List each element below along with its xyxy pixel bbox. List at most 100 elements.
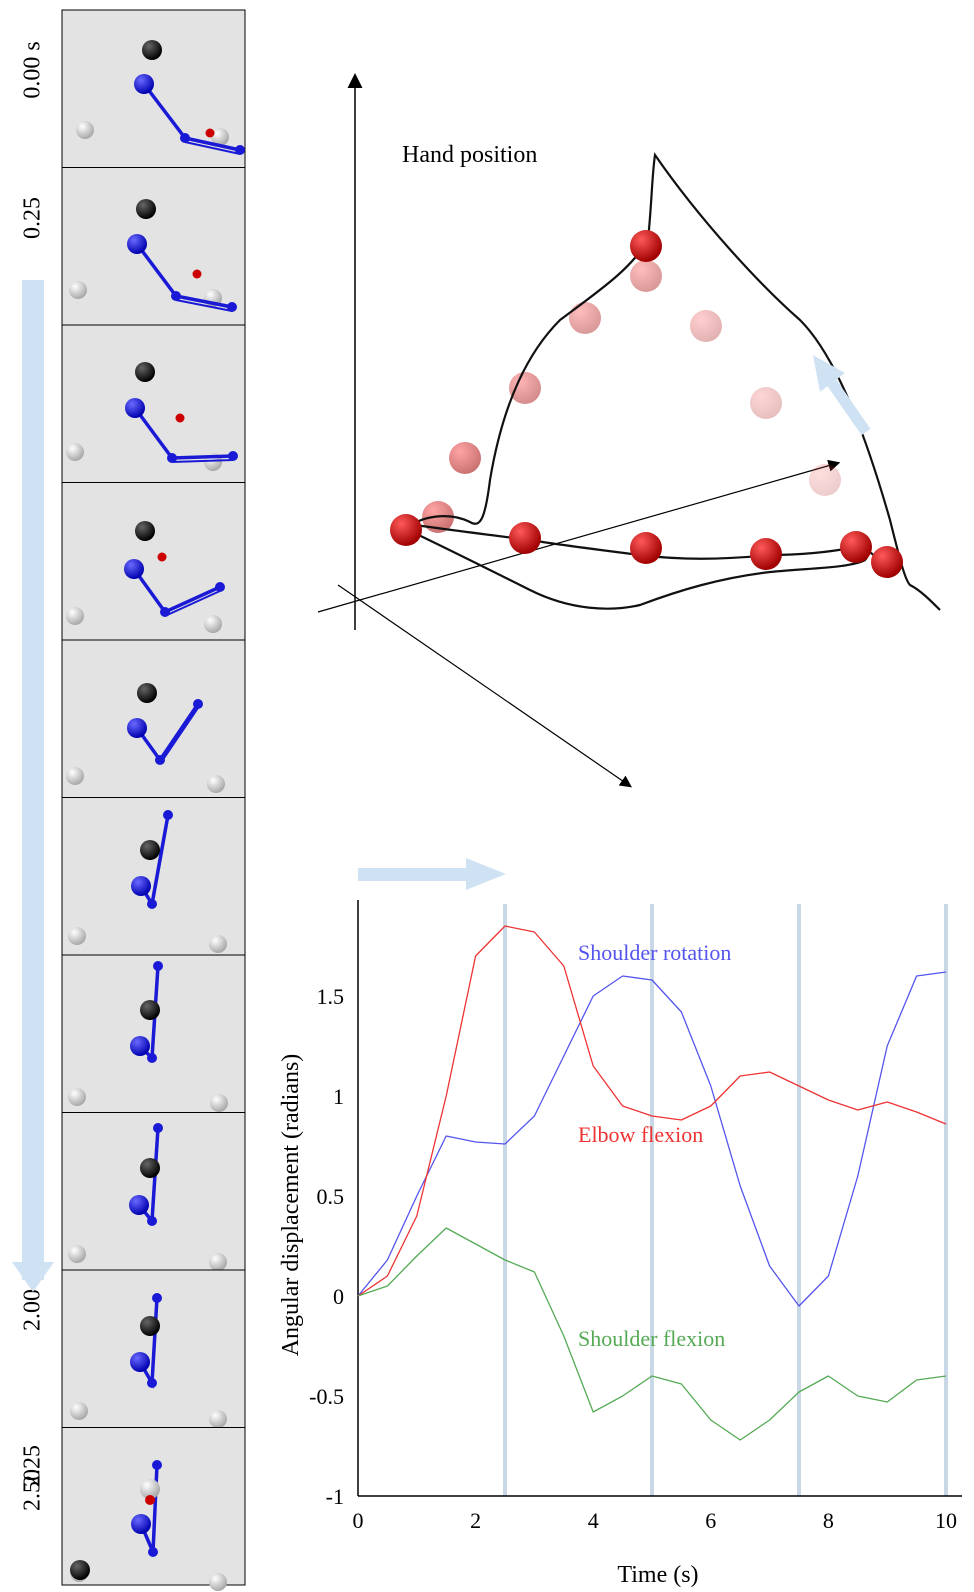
hand-point-faded [750, 387, 782, 419]
forearm-segment [151, 1131, 159, 1226]
shoulder-joint [125, 398, 145, 418]
elbow-joint [147, 1378, 157, 1388]
frame-time-label: 2.00 [20, 1289, 46, 1331]
target-dot [205, 128, 215, 138]
hand-point-faded [630, 260, 662, 292]
chart-time-arrow [358, 858, 506, 890]
series-label: Elbow flexion [578, 1122, 703, 1147]
series-labels: Shoulder rotation Elbow flexion Shoulder f… [578, 940, 731, 1351]
elbow-joint [147, 899, 157, 909]
series-label: Shoulder rotation [578, 940, 731, 965]
marker-ball [68, 1088, 86, 1106]
y-tick-label: -1 [326, 1484, 344, 1509]
head-ball [140, 840, 160, 860]
joint-angle-chart: -1 -0.5 0 0.5 1 1.5 0 2 4 6 8 10 Shoulder rotation… [278, 858, 962, 1588]
elbow-joint [160, 607, 170, 617]
head-ball [135, 521, 155, 541]
shoulder-joint [130, 1352, 150, 1372]
y-tick-label: 0 [333, 1284, 344, 1309]
y-tick-labels: -1 -0.5 0 0.5 1 1.5 [309, 984, 344, 1509]
hand-position-label: Hand position [402, 142, 537, 168]
frame-time-label: 2.25 [20, 1445, 46, 1487]
x-tick-label: 6 [705, 1508, 716, 1533]
frame-panel [61, 324, 246, 483]
hand-joint [153, 961, 163, 971]
hand-joint [228, 451, 238, 461]
x-axis-label: Time (s) [617, 1562, 698, 1588]
target-dot [175, 413, 185, 423]
hand-direction-arrow [813, 355, 871, 436]
head-ball [142, 40, 162, 60]
period-markers [503, 904, 948, 1496]
elbow-joint [180, 133, 190, 143]
x-tick-label: 2 [470, 1508, 481, 1533]
marker-ball [68, 927, 86, 945]
marker-ball [76, 121, 94, 139]
marker-ball [68, 1245, 86, 1263]
marker-ball [204, 615, 222, 633]
forearm-segment [151, 818, 169, 909]
hand-point-faded [690, 310, 722, 342]
hand-joint [152, 1460, 162, 1470]
x-tick-label: 0 [353, 1508, 364, 1533]
forearm-segment [184, 141, 241, 155]
frame-panel [61, 1112, 246, 1271]
hand-joint [227, 302, 237, 312]
hand-point [630, 532, 662, 564]
marker-ball [210, 1094, 228, 1112]
frame-panel [61, 9, 246, 168]
hand-joint [193, 699, 203, 709]
hand-point-faded [809, 464, 841, 496]
marker-ball [209, 1573, 227, 1591]
forearm-segment [171, 459, 234, 463]
elbow-joint [147, 1216, 157, 1226]
elbow-joint [147, 1053, 157, 1063]
shoulder-joint [130, 1036, 150, 1056]
series-line [357, 925, 947, 1297]
series-label: Shoulder flexion [578, 1326, 725, 1351]
hand-joint [215, 582, 225, 592]
target-dot [145, 1495, 155, 1505]
marker-ball [69, 281, 87, 299]
shoulder-joint [124, 559, 144, 579]
frame-time-label: 2.50 [20, 1469, 46, 1511]
frame-panel [61, 1269, 246, 1428]
head-ball [135, 362, 155, 382]
head-ball [140, 1316, 160, 1336]
shoulder-joint [131, 1514, 151, 1534]
marker-ball [209, 935, 227, 953]
frame-time-label: 0.25 [20, 197, 46, 239]
frame-panel [61, 954, 246, 1113]
hand-point [630, 230, 662, 262]
shoulder-joint [134, 74, 154, 94]
hand-point [390, 514, 422, 546]
hand-point-faded [509, 372, 541, 404]
target-dot [157, 552, 167, 562]
time-direction-arrow [12, 280, 54, 1292]
shoulder-joint [127, 718, 147, 738]
head-ball [136, 199, 156, 219]
hand-point [750, 538, 782, 570]
marker-ball [209, 1253, 227, 1271]
elbow-joint [171, 291, 181, 301]
forearm-segment [164, 590, 221, 617]
shoulder-joint [129, 1195, 149, 1215]
marker-ball [70, 1402, 88, 1420]
frame-panel [61, 639, 246, 798]
shoulder-joint [131, 876, 151, 896]
hand-joint [152, 1293, 162, 1303]
marker-ball [211, 128, 229, 146]
forearm-segment [175, 299, 233, 312]
lateral-axis [337, 584, 632, 788]
frame-panel [61, 167, 246, 326]
x-tick-label: 4 [588, 1508, 599, 1533]
series-lines [357, 925, 947, 1441]
head-ball [140, 1158, 160, 1178]
y-tick-label: 1 [333, 1084, 344, 1109]
target-dot [192, 269, 202, 279]
y-tick-label: 0.5 [317, 1184, 345, 1209]
forearm-segment [151, 1301, 158, 1388]
x-tick-label: 8 [823, 1508, 834, 1533]
marker-ball [66, 443, 84, 461]
